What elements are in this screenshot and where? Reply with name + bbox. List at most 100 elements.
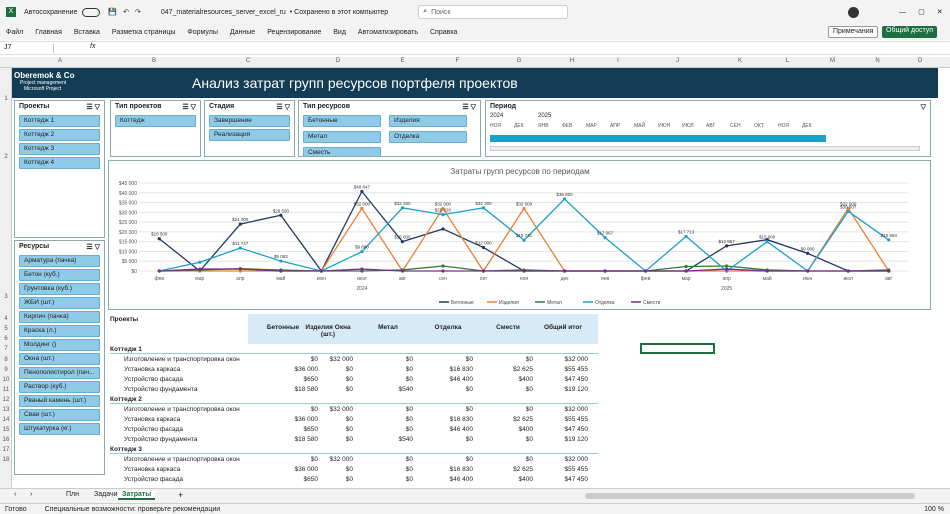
next-sheet-icon[interactable]: › bbox=[30, 491, 33, 498]
pivot-row-label[interactable]: Устройство фасада bbox=[124, 426, 184, 433]
row-header[interactable]: 9 bbox=[4, 367, 8, 373]
pivot-cell[interactable]: $0 bbox=[345, 416, 353, 423]
slicer-item[interactable]: ЖБИ (шт.) bbox=[19, 297, 100, 309]
save-icon[interactable]: 💾 bbox=[108, 9, 118, 16]
pivot-cell[interactable]: $0 bbox=[405, 356, 413, 363]
column-header[interactable]: E bbox=[400, 58, 405, 64]
pivot-cell[interactable]: $0 bbox=[405, 426, 413, 433]
pivot-cell[interactable]: $36 000 bbox=[294, 416, 319, 423]
pivot-column-header[interactable]: Метал bbox=[378, 324, 398, 331]
pivot-cell[interactable]: $18 580 bbox=[294, 386, 319, 393]
filter-clear-icon[interactable]: ☰ ▽ bbox=[276, 104, 290, 111]
pivot-row-label[interactable]: Изготовление и транспортировка окон bbox=[124, 456, 240, 463]
add-sheet-icon[interactable]: + bbox=[178, 490, 184, 500]
timeline-month[interactable]: ИЮЛ bbox=[682, 123, 694, 129]
undo-icon[interactable]: ↶ bbox=[123, 9, 129, 16]
autosave-toggle[interactable] bbox=[82, 7, 101, 17]
slicer-item[interactable]: Коттедж 3 bbox=[19, 143, 100, 155]
pivot-cell[interactable]: $0 bbox=[405, 406, 413, 413]
slicer-item[interactable]: Арматура (пачка) bbox=[19, 255, 100, 267]
close-icon[interactable]: ✕ bbox=[936, 9, 943, 16]
timeline-month[interactable]: МАЙ bbox=[634, 123, 646, 129]
pivot-cell[interactable]: $16 830 bbox=[449, 466, 474, 473]
column-header[interactable]: O bbox=[917, 58, 923, 64]
pivot-cell[interactable]: $46 400 bbox=[449, 376, 474, 383]
row-header[interactable]: 15 bbox=[2, 427, 10, 433]
row-header[interactable]: 8 bbox=[4, 357, 8, 363]
pivot-cell[interactable]: $2 625 bbox=[513, 366, 533, 373]
filter-clear-icon[interactable]: ☰ ▽ bbox=[182, 104, 196, 111]
pivot-cell[interactable]: $18 580 bbox=[294, 436, 319, 443]
pivot-cell[interactable]: $16 830 bbox=[449, 416, 474, 423]
slicer-item[interactable]: Кирпич (пачка) bbox=[19, 311, 100, 323]
menu-item[interactable]: Главная bbox=[35, 28, 62, 36]
pivot-cell[interactable]: $46 400 bbox=[449, 426, 474, 433]
pivot-cell[interactable]: $540 bbox=[398, 436, 413, 443]
menu-item[interactable]: Разметка страницы bbox=[111, 28, 176, 36]
pivot-row-label[interactable]: Устройство фундамента bbox=[124, 436, 198, 443]
cost-chart[interactable]: Затраты групп ресурсов по периодам $0 $5 0… bbox=[108, 160, 931, 310]
pivot-cell[interactable]: $32 000 bbox=[564, 406, 589, 413]
pivot-cell[interactable]: $47 450 bbox=[564, 426, 589, 433]
column-header[interactable]: J bbox=[676, 58, 679, 64]
save-status[interactable]: • Сохранено в этот компьютер bbox=[289, 8, 389, 16]
slicer-item[interactable]: Рваный камень (шт.) bbox=[19, 395, 100, 407]
row-header[interactable]: 6 bbox=[4, 336, 8, 342]
pivot-cell[interactable]: $0 bbox=[465, 406, 473, 413]
pivot-cell[interactable]: $0 bbox=[345, 436, 353, 443]
pivot-cell[interactable]: $0 bbox=[345, 376, 353, 383]
slicer-item[interactable]: Окна (шт.) bbox=[19, 353, 100, 365]
slicer-item[interactable]: Коттедж bbox=[115, 115, 196, 127]
timeline-month[interactable]: ИЮН bbox=[658, 123, 671, 129]
row-header[interactable]: 16 bbox=[2, 437, 10, 443]
pivot-cell[interactable]: $32 000 bbox=[329, 406, 354, 413]
pivot-cell[interactable]: $32 000 bbox=[329, 356, 354, 363]
timeline-month[interactable]: ДЕК bbox=[514, 123, 524, 129]
menu-item[interactable]: Данные bbox=[229, 28, 256, 36]
redo-icon[interactable]: ↷ bbox=[134, 9, 141, 16]
pivot-group-row[interactable]: Коттедж 2 bbox=[110, 396, 598, 404]
pivot-cell[interactable]: $650 bbox=[303, 426, 318, 433]
column-header[interactable]: K bbox=[737, 58, 742, 64]
pivot-cell[interactable]: $0 bbox=[405, 456, 413, 463]
column-header[interactable]: I bbox=[617, 58, 619, 64]
pivot-cell[interactable]: $0 bbox=[465, 456, 473, 463]
timeline-bar[interactable] bbox=[490, 135, 826, 142]
pivot-cell[interactable]: $36 000 bbox=[294, 466, 319, 473]
pivot-cell[interactable]: $47 450 bbox=[564, 476, 589, 483]
column-header[interactable]: F bbox=[455, 58, 460, 64]
avatar[interactable] bbox=[848, 6, 860, 18]
pivot-cell[interactable]: $650 bbox=[303, 476, 318, 483]
timeline-month[interactable]: МАР bbox=[586, 123, 597, 129]
pivot-cell[interactable]: $540 bbox=[398, 386, 413, 393]
pivot-row-label[interactable]: Устройство фасада bbox=[124, 376, 184, 383]
projects-slicer[interactable]: Проекты ☰ ▽ Коттедж 1 Коттедж 2 Коттедж 3 Ко… bbox=[14, 100, 105, 238]
pivot-cell[interactable]: $0 bbox=[345, 466, 353, 473]
comments-button[interactable]: Примечания bbox=[828, 26, 879, 38]
menu-item[interactable]: Автоматизировать bbox=[357, 28, 418, 36]
slicer-item[interactable]: Коттедж 4 bbox=[19, 157, 100, 169]
row-header[interactable]: 1 bbox=[4, 96, 8, 102]
pivot-cell[interactable]: $0 bbox=[310, 406, 318, 413]
timeline-month[interactable]: СЕН bbox=[730, 123, 741, 129]
pivot-row-label[interactable]: Установка каркаса bbox=[124, 466, 181, 473]
search-box[interactable]: ⌕ Поиск bbox=[418, 5, 569, 19]
minimize-icon[interactable]: — bbox=[899, 8, 907, 16]
pivot-cell[interactable]: $19 120 bbox=[564, 436, 589, 443]
name-box[interactable]: J7 bbox=[4, 44, 54, 53]
pivot-row-label[interactable]: Изготовление и транспортировка окон bbox=[124, 356, 240, 363]
column-header[interactable]: D bbox=[335, 58, 341, 64]
pivot-cell[interactable]: $19 120 bbox=[564, 386, 589, 393]
pivot-cell[interactable]: $0 bbox=[405, 466, 413, 473]
pivot-cell[interactable]: $47 450 bbox=[564, 376, 589, 383]
slicer-item[interactable]: Завершение bbox=[209, 115, 290, 127]
slicer-item[interactable]: Бетон (куб.) bbox=[19, 269, 100, 281]
filter-clear-icon[interactable]: ☰ ▽ bbox=[86, 104, 100, 111]
pivot-cell[interactable]: $55 455 bbox=[564, 366, 589, 373]
maximize-icon[interactable]: ▢ bbox=[918, 9, 925, 16]
pivot-row-label[interactable]: Установка каркаса bbox=[124, 366, 181, 373]
row-header[interactable]: 12 bbox=[2, 397, 10, 403]
pivot-cell[interactable]: $400 bbox=[518, 476, 533, 483]
slicer-item[interactable]: Метал bbox=[303, 131, 381, 143]
pivot-cell[interactable]: $0 bbox=[345, 426, 353, 433]
